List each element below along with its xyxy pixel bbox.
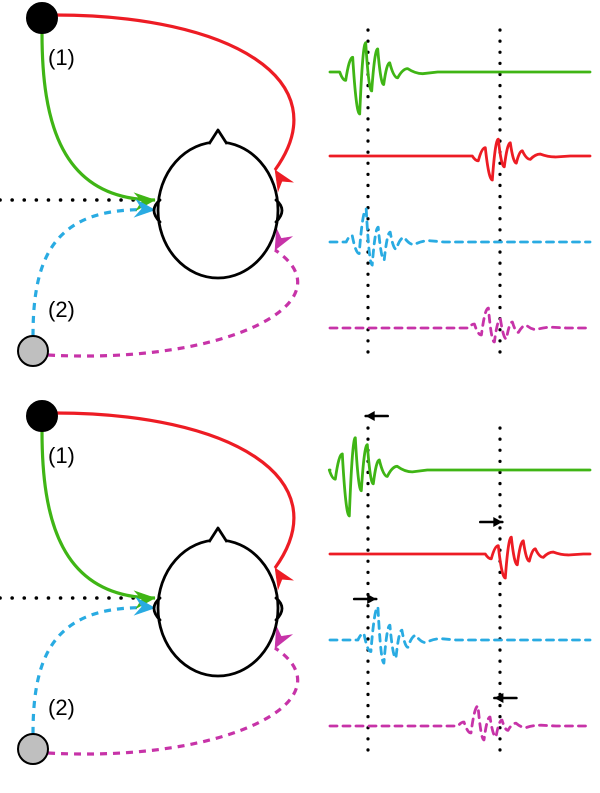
source-2 bbox=[18, 734, 48, 764]
panel-top: (1) (2) bbox=[0, 3, 590, 366]
trace-cyan bbox=[330, 607, 590, 663]
source-1 bbox=[27, 3, 57, 33]
label-source-2: (2) bbox=[48, 695, 75, 720]
path-source2-right bbox=[48, 250, 298, 356]
source-1 bbox=[27, 401, 57, 431]
diagram-canvas: (1) (2) (1) (2) bbox=[0, 0, 600, 793]
trace-magenta bbox=[330, 308, 590, 342]
label-source-2: (2) bbox=[48, 297, 75, 322]
path-source1-right bbox=[55, 15, 294, 170]
listener-head bbox=[154, 528, 282, 676]
listener-head bbox=[154, 130, 282, 278]
trace-cyan bbox=[330, 209, 590, 265]
panel-bottom: (1) (2) bbox=[0, 401, 590, 764]
path-source1-right bbox=[55, 413, 294, 568]
source-2 bbox=[18, 336, 48, 366]
label-source-1: (1) bbox=[48, 45, 75, 70]
trace-magenta bbox=[330, 706, 590, 740]
label-source-1: (1) bbox=[48, 443, 75, 468]
path-source2-right bbox=[48, 648, 298, 754]
